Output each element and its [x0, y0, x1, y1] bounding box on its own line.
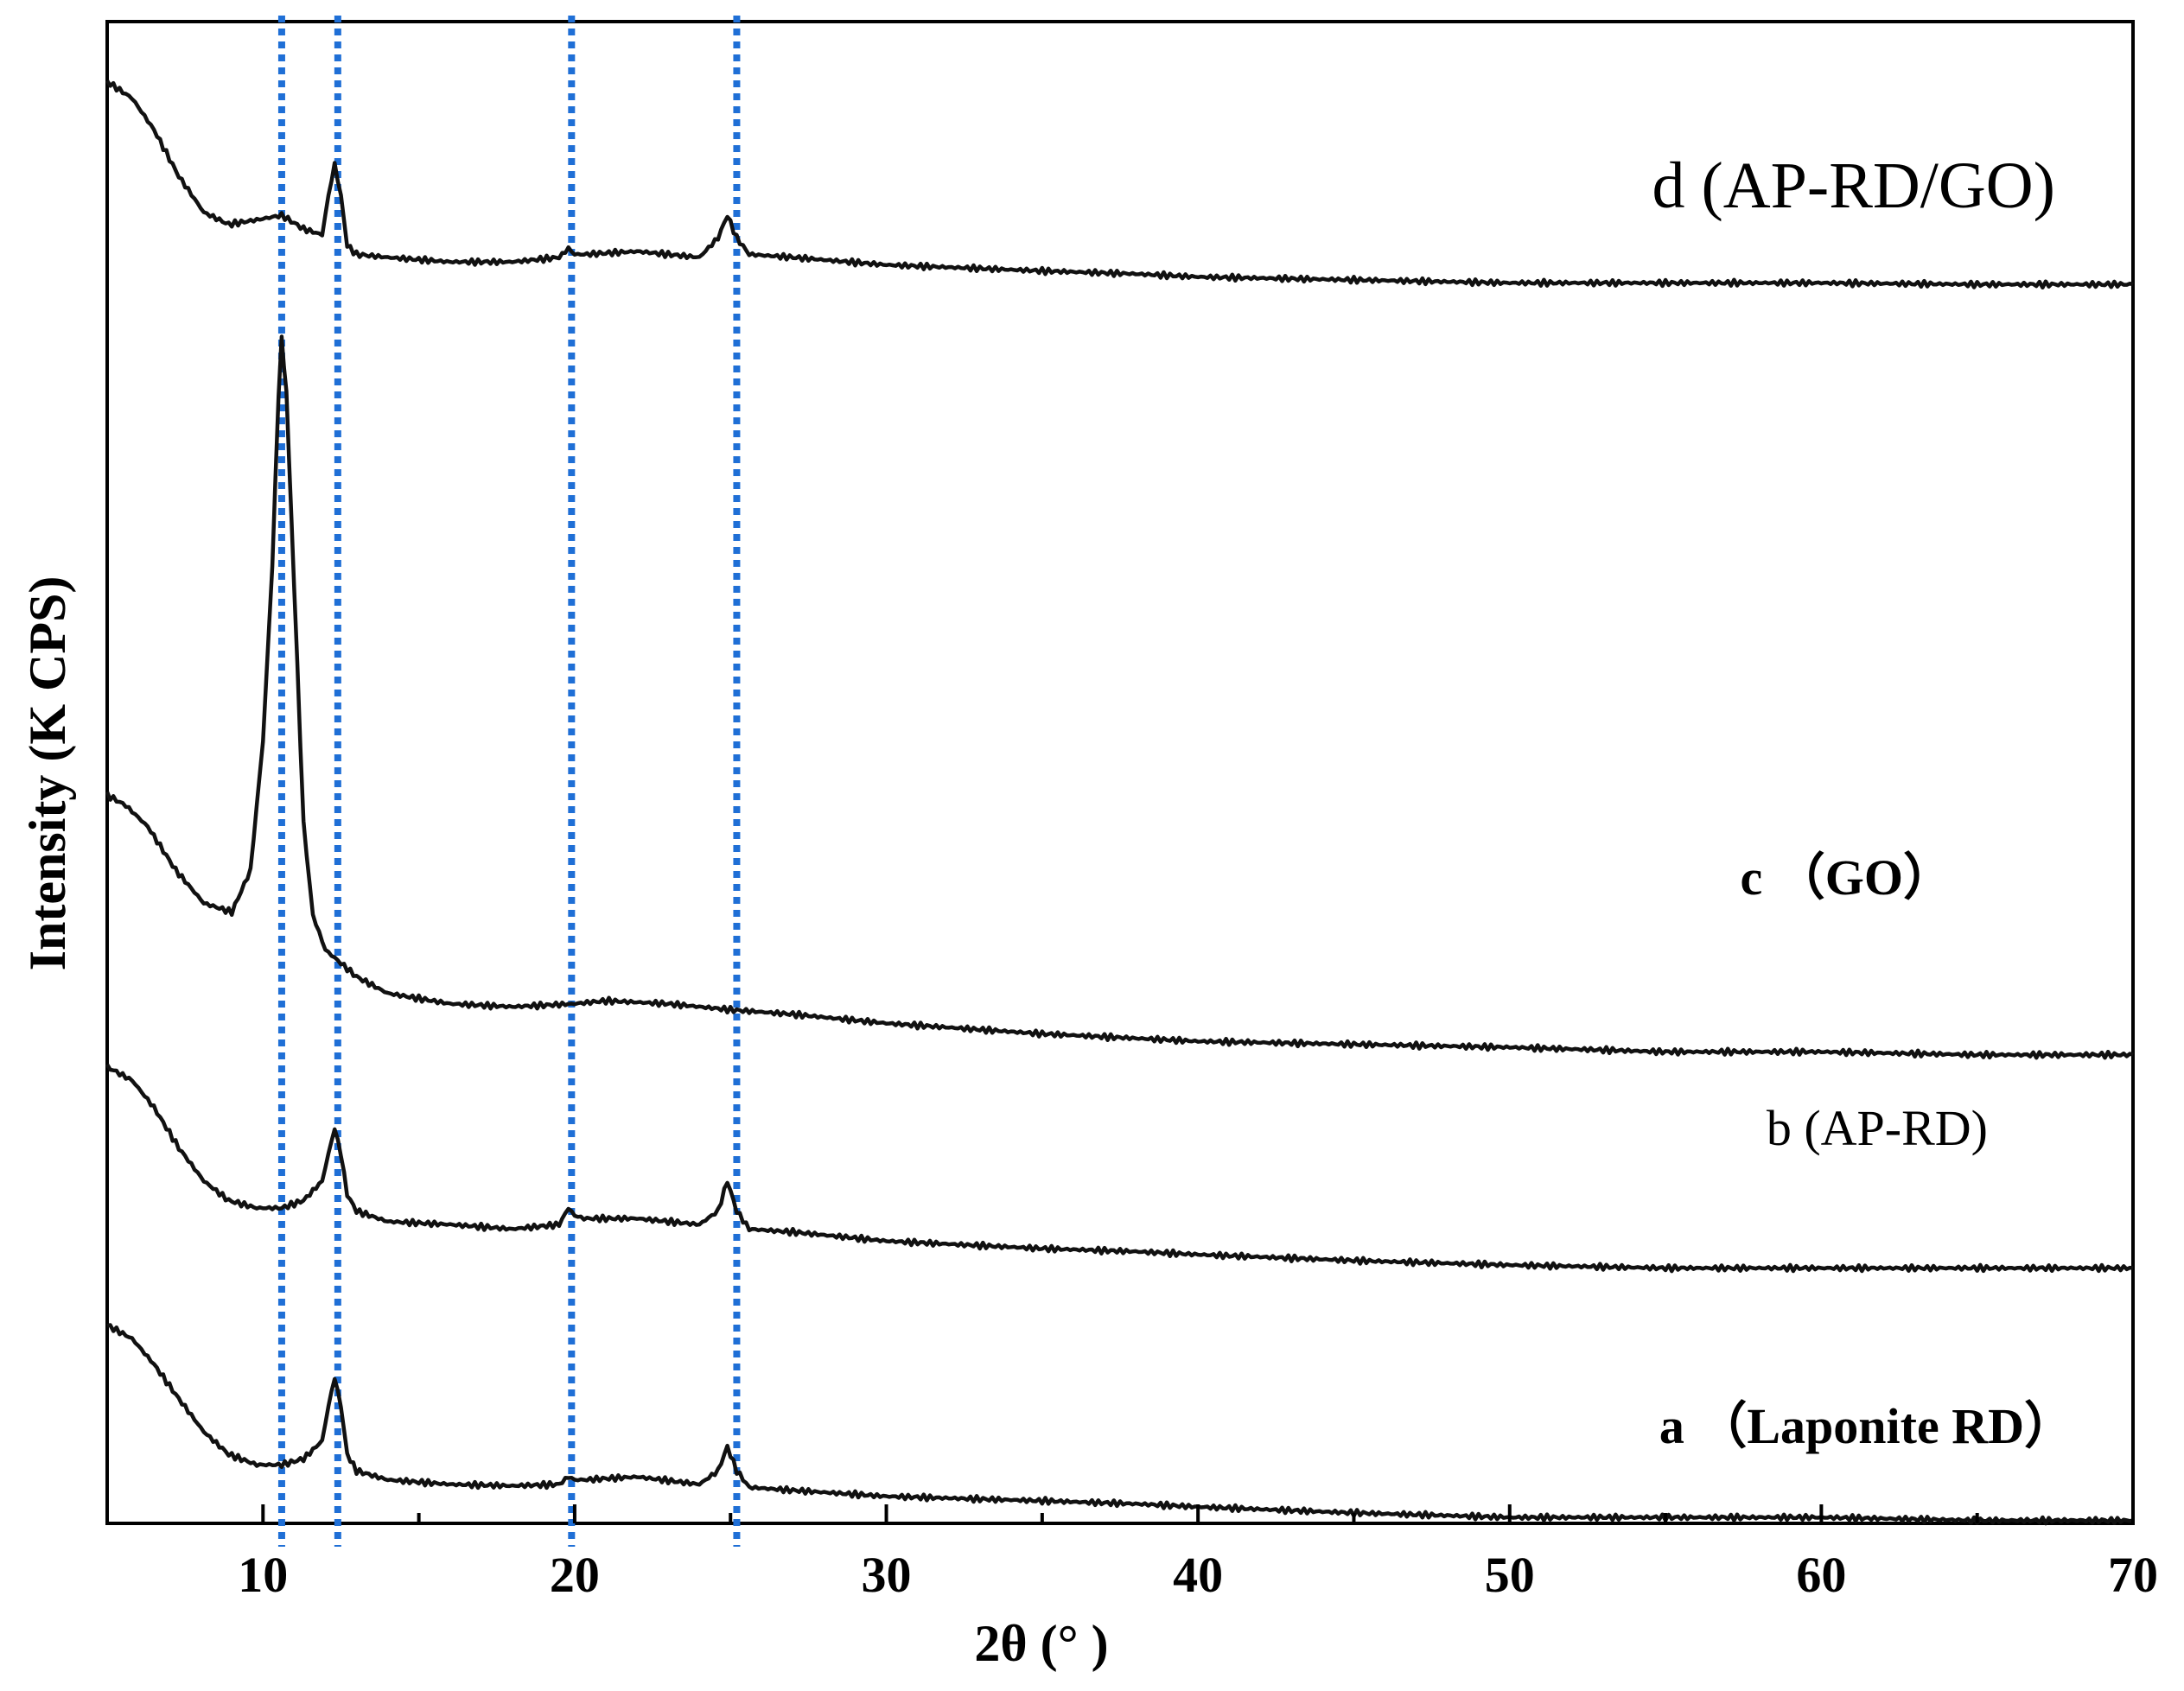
- series-line-b: [105, 1063, 2134, 1274]
- series-label-b: b (AP-RD): [1767, 1100, 1988, 1156]
- series-line-a: [106, 1323, 2134, 1526]
- x-tick-label: 50: [1485, 1547, 1535, 1603]
- x-tick-label: 30: [862, 1547, 912, 1603]
- x-tick-label: 10: [238, 1547, 288, 1603]
- x-axis-tick-labels: 10 20 30 40 50 60 70: [238, 1547, 2158, 1603]
- x-tick-label: 60: [1796, 1547, 1846, 1603]
- series-label-d: d (AP-RD/GO): [1652, 149, 2055, 222]
- series-group: [105, 79, 2134, 1526]
- series-line-d: [105, 79, 2134, 290]
- x-tick-label: 40: [1173, 1547, 1223, 1603]
- plot-frame: [105, 20, 2135, 1525]
- x-tick-label: 70: [2108, 1547, 2158, 1603]
- x-axis-ticks: [105, 1504, 2135, 1523]
- series-line-c: [105, 334, 2134, 1060]
- series-label-c: c （GO）: [1741, 849, 1953, 906]
- reference-lines: [277, 16, 741, 1547]
- x-tick-label: 20: [550, 1547, 600, 1603]
- y-axis-title: Intensity (K CPS): [19, 576, 76, 971]
- series-label-a: a （Laponite RD）: [1659, 1398, 2074, 1454]
- x-axis-title: 2θ (° ): [974, 1615, 1108, 1672]
